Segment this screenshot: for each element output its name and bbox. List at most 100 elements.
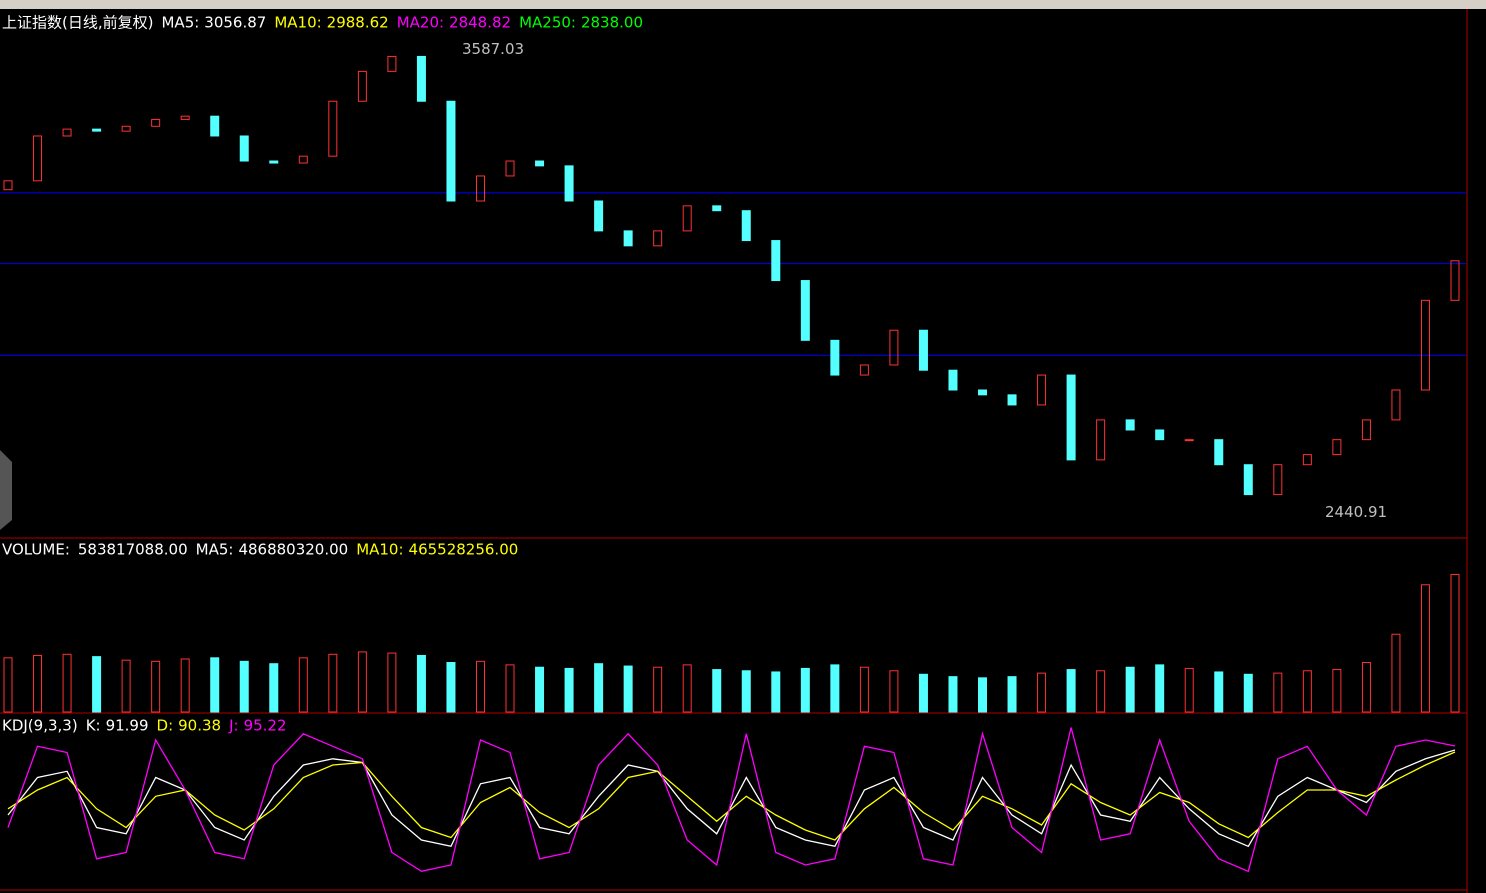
volume-bar [328, 653, 338, 713]
volume-bar [1066, 669, 1076, 713]
volume-bar [1007, 676, 1017, 713]
panel-value: 583817088.00 [78, 541, 188, 559]
candle-body [357, 70, 367, 102]
kdj-line [7, 727, 1456, 873]
candle-body [978, 389, 988, 396]
toolbar [0, 0, 1486, 9]
candle-body [62, 128, 72, 137]
indicator-value: 95.22 [244, 717, 287, 735]
indicator-value: 2838.00 [581, 14, 643, 32]
volume-bar [121, 659, 131, 713]
candle-body [1450, 260, 1460, 301]
panel-title: KDJ(9,3,3) [2, 717, 78, 735]
indicator-value: 2988.62 [327, 14, 389, 32]
candle-body [180, 115, 190, 120]
candle-body [1184, 439, 1194, 442]
candle-body [1096, 419, 1106, 461]
volume-bar [1037, 672, 1047, 713]
volume-bar [918, 673, 928, 713]
volume-bar [298, 657, 308, 713]
volume-bar [653, 666, 663, 713]
candle-body [948, 369, 958, 391]
volume-bar [1155, 664, 1165, 713]
candle-body [210, 115, 220, 137]
candle-body [1007, 394, 1017, 406]
panel-title: VOLUME: [2, 541, 70, 559]
volume-bar [1420, 584, 1430, 713]
candle-body [298, 155, 308, 164]
volume-bar [564, 667, 574, 713]
indicator-label: J: [228, 717, 238, 735]
indicator-value: 91.99 [106, 717, 149, 735]
peak-label: 3587.03 [462, 40, 524, 58]
volume-bar [1302, 670, 1312, 713]
indicator-value: 465528256.00 [409, 541, 519, 559]
volume-bar [1391, 633, 1401, 713]
volume-bar [151, 660, 161, 713]
volume-bar [269, 663, 279, 713]
candle-body [151, 118, 161, 127]
volume-bar [387, 652, 397, 713]
volume-bar [3, 657, 13, 713]
candle-body [416, 55, 426, 102]
candle-body [1391, 389, 1401, 421]
volume-bar [505, 664, 515, 713]
panel-title: 上证指数(日线,前复权) [2, 14, 153, 32]
volume-bar [210, 657, 220, 713]
volume-bar [712, 669, 722, 713]
candle-body [92, 128, 102, 132]
candle-body [712, 205, 722, 212]
candle-body [446, 100, 456, 202]
volume-bar [92, 656, 102, 713]
side-handle[interactable] [0, 450, 12, 530]
candle-body [1273, 464, 1283, 496]
candle-body [505, 160, 515, 177]
volume-bar [535, 666, 545, 713]
candle-body [594, 200, 604, 232]
candle-body [623, 230, 633, 247]
indicator-label: D: [157, 717, 174, 735]
volume-bar [1243, 673, 1253, 713]
volume-bar [33, 654, 43, 713]
volume-bar [1184, 667, 1194, 713]
volume-bar [357, 651, 367, 713]
volume-bar [239, 660, 249, 713]
candle-body [771, 240, 781, 282]
candle-body [918, 329, 928, 371]
kdj-line [7, 751, 1456, 841]
candle-body [830, 339, 840, 376]
volume-bar [1450, 573, 1460, 713]
indicator-value: 486880320.00 [238, 541, 348, 559]
indicator-label: MA5: [161, 14, 199, 32]
candle-body [328, 100, 338, 157]
volume-bar [859, 666, 869, 713]
candle-body [269, 160, 279, 164]
candle-body [1302, 454, 1312, 466]
indicator-value: 90.38 [178, 717, 221, 735]
candle-body [3, 180, 13, 191]
indicator-value: 3056.87 [204, 14, 266, 32]
volume-bar [800, 667, 810, 713]
trough-label: 2440.91 [1325, 503, 1387, 521]
volume-bar [771, 671, 781, 713]
candle-body [653, 230, 663, 247]
volume-bar [830, 664, 840, 713]
candle-body [1420, 299, 1430, 391]
volume-bar [416, 654, 426, 713]
candle-body [33, 135, 43, 182]
candle-body [387, 55, 397, 72]
indicator-label: MA10: [274, 14, 321, 32]
candle-body [1037, 374, 1047, 406]
volume-bar [1125, 666, 1135, 713]
candle-body [1243, 464, 1253, 496]
candle-body [1361, 419, 1371, 441]
candle-body [741, 210, 751, 242]
volume-bar [741, 670, 751, 713]
volume-bar [62, 653, 72, 713]
candle-body [564, 165, 574, 202]
volume-bar [1096, 670, 1106, 713]
volume-bar [948, 676, 958, 713]
candle-body [535, 160, 545, 167]
volume-bar [594, 663, 604, 713]
